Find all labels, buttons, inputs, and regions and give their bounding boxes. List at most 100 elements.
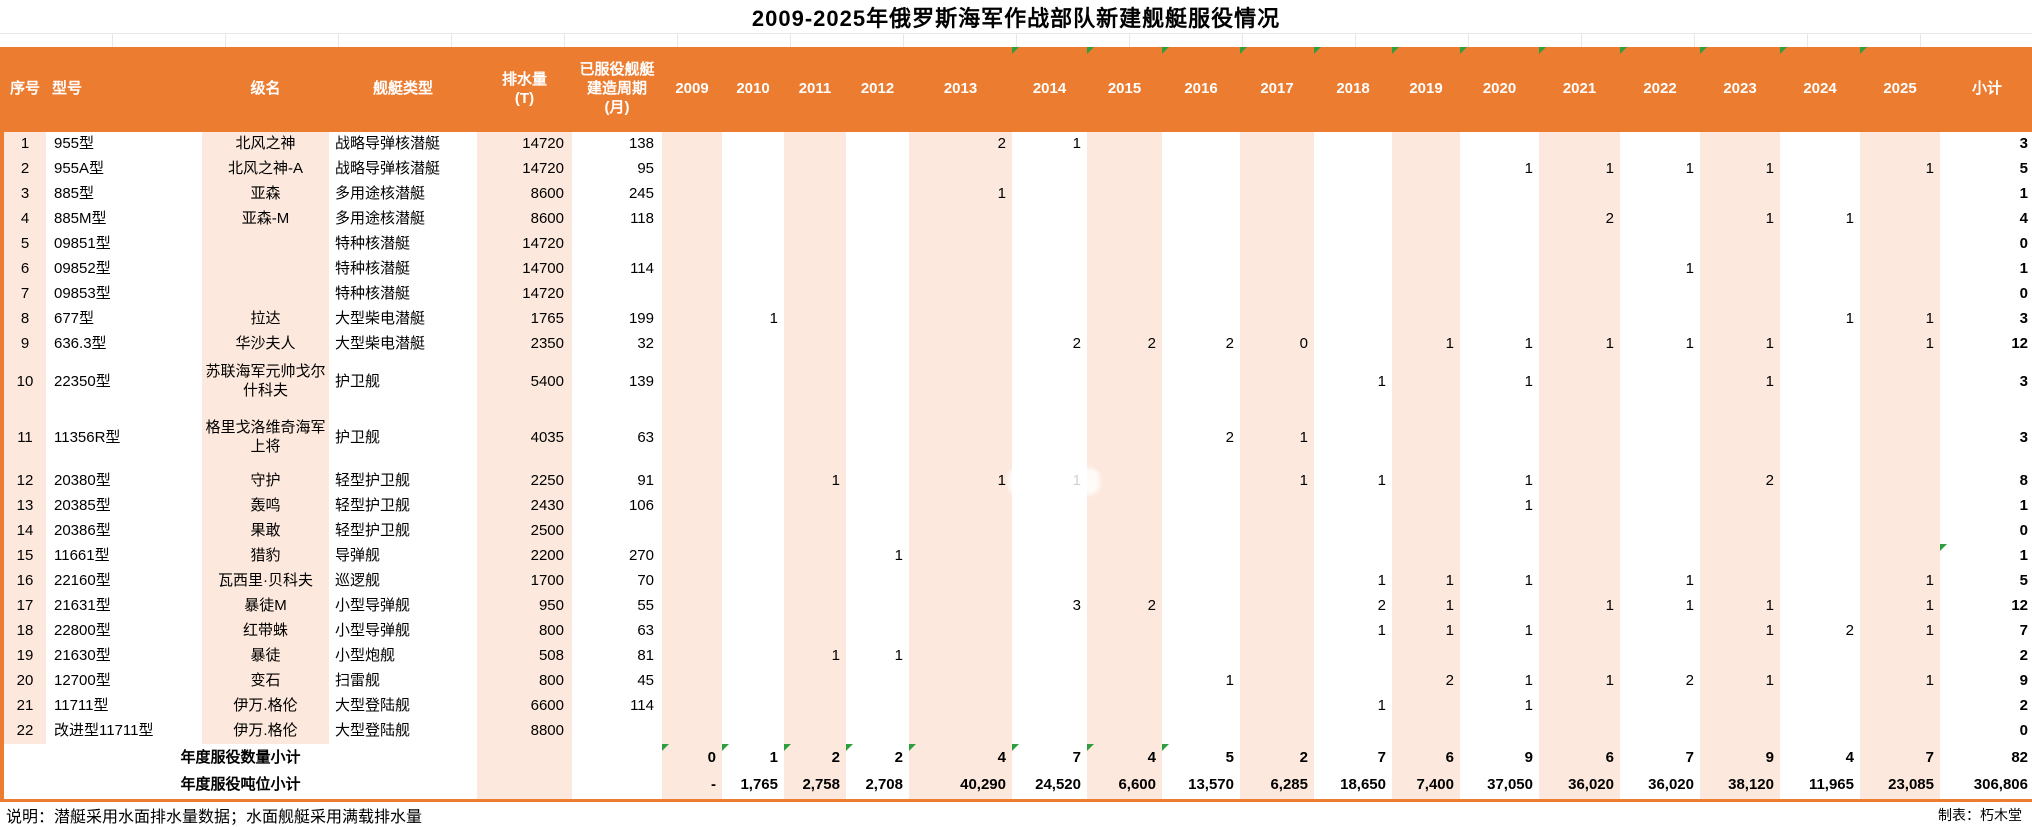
cell-year-2018 (1314, 669, 1392, 694)
summary-tonnage-row-total: 306,806 (1940, 772, 2032, 800)
cell-year-2022 (1620, 619, 1700, 644)
cell-year-2016 (1162, 282, 1240, 307)
cell-year-2023 (1700, 182, 1780, 207)
header-year-2010: 2010 (722, 47, 784, 132)
cell-year-2025: 1 (1860, 669, 1940, 694)
cell-year-2023 (1700, 307, 1780, 332)
summary-tonnage-row-year-2010: 1,765 (722, 772, 784, 800)
ship-row: 7 09853型 特种核潜艇 14720 0 (2, 282, 2032, 307)
cell-year-2020 (1460, 232, 1539, 257)
cell-year-2017 (1240, 719, 1314, 744)
cell-year-2024 (1780, 519, 1860, 544)
cell-index: 10 (2, 357, 46, 407)
cell-year-2021 (1539, 282, 1620, 307)
cell-year-2013: 2 (909, 132, 1012, 157)
cell-year-2020: 1 (1460, 694, 1539, 719)
cell-year-2013 (909, 282, 1012, 307)
cell-year-2022 (1620, 719, 1700, 744)
cell-year-2010 (722, 669, 784, 694)
cell-year-2011 (784, 182, 846, 207)
cell-subtotal: 9 (1940, 669, 2032, 694)
cell-year-2010 (722, 182, 784, 207)
cell-year-2022: 1 (1620, 157, 1700, 182)
cell-year-2011 (784, 282, 846, 307)
comment-indicator-icon (1392, 47, 1399, 54)
cell-year-2018: 1 (1314, 569, 1392, 594)
summary-tonnage-row-year-2022: 36,020 (1620, 772, 1700, 800)
header-year-2019: 2019 (1392, 47, 1460, 132)
cell-year-2010 (722, 469, 784, 494)
cell-year-2015: 2 (1087, 594, 1162, 619)
cell-year-2014 (1012, 519, 1087, 544)
cell-build-period: 91 (572, 469, 662, 494)
summary-displacement-spacer (477, 744, 572, 772)
cell-year-2023: 1 (1700, 669, 1780, 694)
cell-year-2016 (1162, 544, 1240, 569)
service-table: 序号 型号 级名 舰艇类型 排水量 (T) 已服役舰艇 建造周期 (月) 2009 2010 2… (0, 47, 2032, 802)
comment-indicator-icon (784, 744, 791, 751)
cell-year-2019: 1 (1392, 594, 1460, 619)
cell-year-2021 (1539, 494, 1620, 519)
ship-row: 13 20385型 轰鸣 轻型护卫舰 2430 106 1 1 (2, 494, 2032, 519)
cell-year-2010 (722, 619, 784, 644)
cell-ship-type: 轻型护卫舰 (329, 469, 477, 494)
cell-year-2009 (662, 544, 722, 569)
summary-count-row-year-2017: 2 (1240, 744, 1314, 772)
cell-year-2020: 1 (1460, 357, 1539, 407)
cell-class-name (202, 257, 329, 282)
cell-year-2015 (1087, 182, 1162, 207)
cell-year-2018 (1314, 494, 1392, 519)
ship-row: 1 955型 北风之神 战略导弹核潜艇 14720 138 2 1 3 (2, 132, 2032, 157)
cell-class-name: 果敢 (202, 519, 329, 544)
cell-build-period (572, 719, 662, 744)
cell-year-2025: 1 (1860, 594, 1940, 619)
cell-ship-type: 多用途核潜艇 (329, 207, 477, 232)
cell-displacement: 14700 (477, 257, 572, 282)
summary-tonnage-row-year-2009: - (662, 772, 722, 800)
summary-count-row-year-2025: 7 (1860, 744, 1940, 772)
summary-count-row-year-2024: 4 (1780, 744, 1860, 772)
header-year-2011: 2011 (784, 47, 846, 132)
summary-tonnage-row-year-2014: 24,520 (1012, 772, 1087, 800)
cell-year-2012 (846, 207, 909, 232)
cell-year-2015 (1087, 257, 1162, 282)
cell-year-2020 (1460, 307, 1539, 332)
cell-year-2025: 1 (1860, 332, 1940, 357)
cell-year-2019 (1392, 694, 1460, 719)
cell-index: 12 (2, 469, 46, 494)
cell-year-2013 (909, 257, 1012, 282)
cell-displacement: 14720 (477, 282, 572, 307)
cell-year-2014 (1012, 719, 1087, 744)
cell-year-2014 (1012, 257, 1087, 282)
cell-subtotal: 5 (1940, 157, 2032, 182)
cell-year-2021: 1 (1539, 157, 1620, 182)
cell-class-name: 瓦西里·贝科夫 (202, 569, 329, 594)
cell-year-2024 (1780, 282, 1860, 307)
cell-year-2018 (1314, 182, 1392, 207)
cell-year-2011 (784, 157, 846, 182)
cell-class-name: 拉达 (202, 307, 329, 332)
cell-class-name: 暴徒 (202, 644, 329, 669)
cell-displacement: 6600 (477, 694, 572, 719)
cell-year-2023: 2 (1700, 469, 1780, 494)
cell-subtotal: 8 (1940, 469, 2032, 494)
cell-year-2011 (784, 719, 846, 744)
cell-build-period: 63 (572, 407, 662, 469)
cell-displacement: 1700 (477, 569, 572, 594)
cell-year-2015: 2 (1087, 332, 1162, 357)
cell-year-2022 (1620, 644, 1700, 669)
cell-year-2010 (722, 519, 784, 544)
header-year-2013: 2013 (909, 47, 1012, 132)
cell-year-2023 (1700, 519, 1780, 544)
cell-displacement: 5400 (477, 357, 572, 407)
comment-indicator-icon (1620, 47, 1627, 54)
cell-class-name: 猎豹 (202, 544, 329, 569)
summary-count-row-year-2018: 7 (1314, 744, 1392, 772)
cell-year-2022 (1620, 357, 1700, 407)
cell-index: 4 (2, 207, 46, 232)
cell-year-2025 (1860, 132, 1940, 157)
cell-year-2021 (1539, 644, 1620, 669)
cell-class-name: 格里戈洛维奇海军上将 (202, 407, 329, 469)
cell-ship-type: 特种核潜艇 (329, 257, 477, 282)
cell-year-2022: 1 (1620, 257, 1700, 282)
